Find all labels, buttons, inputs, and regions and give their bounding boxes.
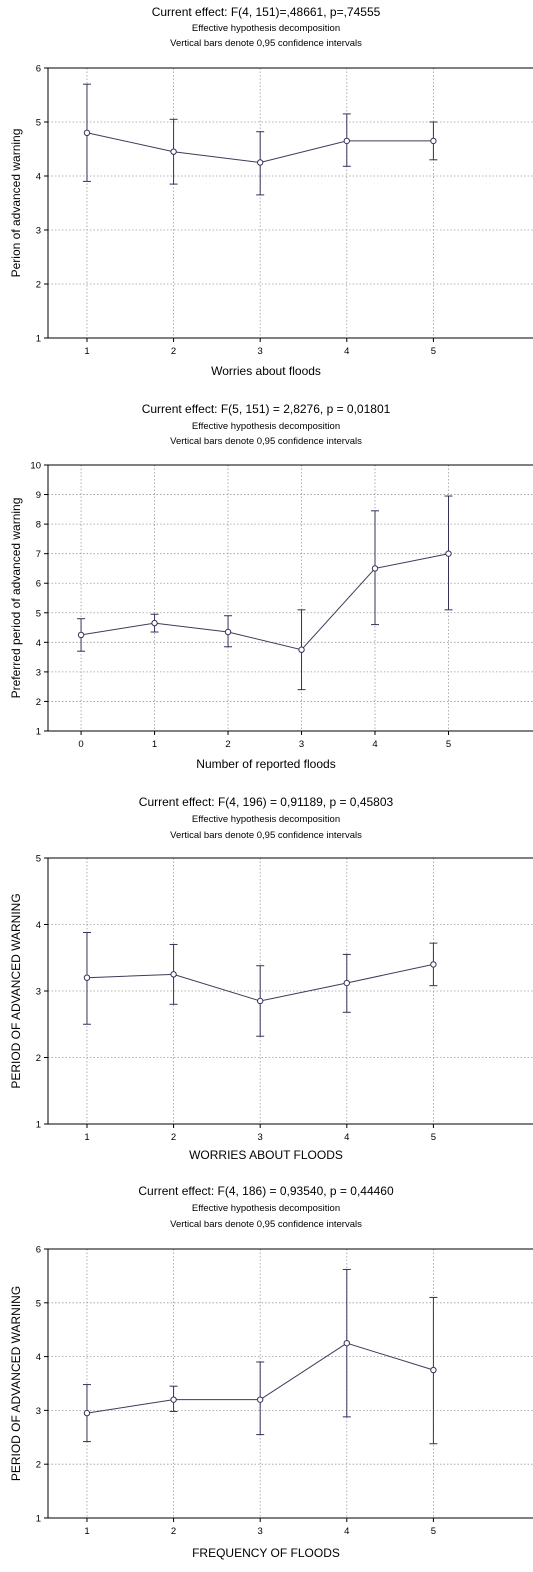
y-tick-label: 2	[36, 1053, 41, 1064]
x-tick-label: 3	[258, 346, 263, 357]
data-point	[343, 1339, 350, 1347]
y-tick-label: 6	[36, 64, 41, 75]
chart-title: Current effect: F(4, 196) = 0,91189, p =…	[139, 795, 394, 809]
y-tick-label: 1	[36, 727, 41, 738]
chart-subtitle: Vertical bars denote 0,95 confidence int…	[170, 830, 362, 841]
x-tick-label: 2	[225, 739, 230, 750]
data-point	[224, 628, 232, 636]
data-point	[170, 148, 177, 155]
series-line	[81, 553, 449, 651]
data-point	[77, 631, 85, 639]
x-tick-label: 4	[344, 1132, 349, 1143]
chart-title: Current effect: F(5, 151) = 2,8276, p = …	[142, 402, 391, 416]
x-tick-label: 4	[344, 346, 349, 357]
y-tick-label: 4	[36, 172, 41, 183]
y-axis-label: PERIOD OF ADVANCED WARNING	[9, 1286, 23, 1481]
y-tick-label: 4	[36, 1352, 41, 1363]
y-tick-label: 10	[30, 461, 41, 472]
y-tick-label: 3	[36, 1406, 41, 1417]
y-tick-label: 3	[36, 226, 41, 237]
y-axis-label: Perion of advanced warning	[9, 129, 23, 278]
y-tick-label: 1	[36, 1120, 41, 1131]
y-tick-label: 4	[36, 638, 41, 649]
x-tick-label: 2	[171, 1132, 176, 1143]
chart-subtitle: Effective hypothesis decomposition	[192, 814, 340, 825]
y-axis-label: PERIOD OF ADVANCED WARNING	[9, 893, 23, 1088]
data-point	[256, 1396, 264, 1403]
x-tick-label: 2	[171, 346, 176, 357]
data-point	[83, 1409, 91, 1417]
x-axis-label: Worries about floods	[211, 364, 321, 378]
y-tick-label: 7	[36, 549, 41, 560]
data-point	[343, 137, 350, 145]
y-tick-label: 5	[36, 608, 41, 619]
data-point	[256, 159, 264, 166]
x-tick-label: 1	[152, 739, 157, 750]
data-point	[343, 979, 350, 987]
x-tick-label: 5	[431, 1132, 436, 1143]
data-point	[83, 129, 91, 137]
chart-subtitle: Vertical bars denote 0,95 confidence int…	[170, 38, 362, 49]
y-axis-label: Preferred period of advanced warning	[9, 498, 23, 699]
chart-subtitle: Effective hypothesis decomposition	[192, 23, 340, 34]
x-tick-label: 3	[258, 1526, 263, 1537]
x-tick-label: 5	[446, 739, 451, 750]
chart-subtitle: Vertical bars denote 0,95 confidence int…	[170, 436, 362, 447]
data-point	[298, 646, 305, 653]
data-point	[371, 565, 379, 572]
y-tick-label: 8	[36, 520, 41, 531]
x-tick-label: 3	[258, 1132, 263, 1143]
chart-subtitle: Vertical bars denote 0,95 confidence int…	[170, 1219, 362, 1230]
x-axis-label: WORRIES ABOUT FLOODS	[189, 1148, 343, 1162]
chart-title: Current effect: F(4, 186) = 0,93540, p =…	[138, 1184, 394, 1198]
x-tick-label: 5	[431, 346, 436, 357]
data-point	[445, 550, 452, 557]
x-axis-label: FREQUENCY OF FLOODS	[192, 1546, 340, 1560]
y-tick-label: 9	[36, 490, 41, 501]
x-tick-label: 3	[299, 739, 304, 750]
chart-subtitle: Effective hypothesis decomposition	[192, 1203, 340, 1214]
data-point	[83, 974, 91, 981]
data-point	[170, 1396, 177, 1403]
x-tick-label: 1	[84, 1132, 89, 1143]
x-tick-label: 2	[171, 1526, 176, 1537]
y-tick-label: 6	[36, 1245, 41, 1256]
data-point	[256, 997, 264, 1005]
y-tick-label: 2	[36, 1460, 41, 1471]
y-tick-label: 2	[36, 280, 41, 291]
data-point	[430, 1366, 437, 1374]
y-tick-label: 1	[36, 1514, 41, 1525]
data-point	[430, 961, 437, 968]
y-tick-label: 6	[36, 579, 41, 590]
x-tick-label: 4	[372, 739, 377, 750]
x-tick-label: 1	[84, 346, 89, 357]
y-tick-label: 1	[36, 334, 41, 345]
chart-title: Current effect: F(4, 151)=,48661, p=,745…	[152, 5, 381, 19]
chart-subtitle: Effective hypothesis decomposition	[192, 421, 340, 432]
x-tick-label: 4	[344, 1526, 349, 1537]
y-tick-label: 2	[36, 697, 41, 708]
y-tick-label: 4	[36, 920, 41, 931]
y-tick-label: 5	[36, 854, 41, 865]
x-tick-label: 1	[84, 1526, 89, 1537]
data-point	[151, 619, 158, 627]
x-axis-label: Number of reported floods	[196, 757, 335, 771]
x-tick-label: 5	[431, 1526, 436, 1537]
data-point	[170, 971, 177, 978]
x-tick-label: 0	[78, 739, 83, 750]
y-tick-label: 5	[36, 118, 41, 129]
y-tick-label: 3	[36, 667, 41, 678]
data-point	[430, 137, 437, 145]
y-tick-label: 3	[36, 987, 41, 998]
y-tick-label: 5	[36, 1298, 41, 1309]
